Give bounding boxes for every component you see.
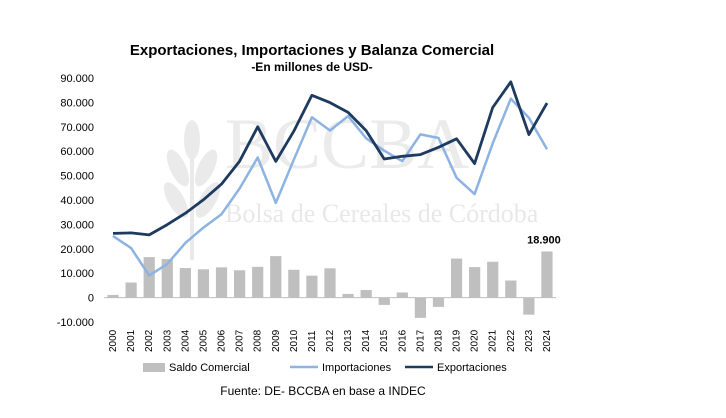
y-tick-label: 60.000 [60, 146, 94, 158]
x-tick-label: 2001 [126, 329, 137, 352]
bar-saldo-2016 [396, 292, 408, 298]
chart-title: Exportaciones, Importaciones y Balanza C… [130, 42, 494, 59]
bar-series-saldo-comercial [107, 251, 553, 318]
y-tick-label: 10.000 [60, 268, 94, 280]
legend-label-saldo-comercial: Saldo Comercial [169, 362, 250, 374]
bar-saldo-2006 [215, 267, 228, 298]
y-tick-label: 40.000 [60, 195, 94, 207]
y-tick-label: 50.000 [60, 171, 94, 183]
x-tick-label: 2007 [235, 329, 246, 352]
bar-saldo-2017 [414, 297, 427, 318]
x-tick-label: 2021 [488, 329, 499, 352]
x-tick-label: 2020 [470, 329, 481, 352]
x-tick-label: 2018 [433, 329, 444, 352]
x-tick-label: 2023 [524, 329, 535, 352]
bar-saldo-2001 [125, 282, 137, 298]
y-axis: 90.000 80.000 70.000 60.000 50.000 40.000 30.0… [57, 73, 94, 329]
bar-saldo-2002 [143, 257, 155, 298]
legend-label-exportaciones: Exportaciones [437, 362, 507, 374]
bar-saldo-2009 [270, 256, 282, 298]
bar-saldo-2023 [523, 297, 535, 315]
line-importaciones [112, 97, 549, 277]
watermark: BCCBA Bolsa de Cereales de Córdoba [163, 104, 539, 260]
x-tick-label: 2011 [307, 330, 318, 352]
line-series [112, 80, 549, 277]
y-tick-label: 90.000 [60, 73, 94, 85]
bar-saldo-2018 [432, 297, 445, 307]
x-tick-label: 2022 [506, 329, 517, 352]
x-tick-label: 2012 [325, 329, 336, 352]
bar-saldo-2014 [360, 290, 372, 298]
y-tick-label: 30.000 [60, 219, 94, 231]
y-tick-label: -10.000 [57, 317, 94, 329]
bar-saldo-2005 [197, 269, 210, 298]
chart-subtitle: -En millones de USD- [251, 60, 372, 74]
bar-saldo-2010 [288, 269, 300, 298]
x-tick-label: 2003 [162, 329, 173, 352]
y-tick-label: 0 [88, 293, 94, 305]
x-tick-label: 2013 [343, 329, 354, 352]
y-tick-label: 80.000 [60, 97, 94, 109]
legend: Saldo Comercial Importaciones Exportacio… [143, 362, 507, 374]
bar-saldo-2011 [306, 275, 318, 298]
x-tick-label: 2010 [289, 329, 300, 352]
bar-saldo-2024 [541, 251, 553, 298]
x-tick-label: 2006 [217, 329, 228, 352]
bar-saldo-2015 [378, 297, 390, 305]
bar-saldo-2012 [324, 268, 336, 298]
bar-saldo-2007 [233, 270, 246, 298]
legend-label-importaciones: Importaciones [322, 362, 392, 374]
x-tick-label: 2000 [108, 329, 119, 352]
x-axis: 2000 2001 2002 2003 2004 2005 2006 2007 2008 2009… [108, 329, 553, 352]
x-tick-label: 2014 [361, 329, 372, 352]
x-tick-label: 2019 [452, 329, 463, 352]
x-tick-label: 2002 [144, 329, 155, 352]
annotations: 18.900 [527, 234, 561, 246]
bar-saldo-2008 [252, 266, 264, 298]
bar-saldo-2020 [469, 267, 481, 298]
bar-saldo-2022 [505, 280, 517, 298]
x-tick-label: 2009 [271, 329, 282, 352]
bar-saldo-2019 [450, 258, 463, 298]
x-tick-label: 2017 [415, 329, 426, 352]
bar-saldo-2004 [179, 268, 191, 298]
x-tick-label: 2015 [379, 329, 390, 352]
bar-saldo-2013 [342, 293, 354, 298]
watermark-text: Bolsa de Cereales de Córdoba [225, 199, 539, 228]
bar-saldo-2000 [107, 294, 119, 298]
data-label-2024: 18.900 [527, 234, 561, 246]
y-tick-label: 70.000 [60, 122, 94, 134]
bar-saldo-2021 [487, 261, 499, 298]
x-tick-label: 2004 [180, 329, 191, 352]
x-tick-label: 2016 [397, 329, 408, 352]
line-exportaciones [112, 80, 549, 237]
source-note: Fuente: DE- BCCBA en base a INDEC [220, 384, 426, 398]
x-tick-label: 2024 [542, 329, 553, 352]
bar-saldo-2003 [161, 259, 173, 298]
x-tick-label: 2008 [253, 329, 264, 352]
legend-swatch-saldo-comercial [143, 363, 165, 372]
x-tick-label: 2005 [198, 329, 209, 352]
y-tick-label: 20.000 [60, 244, 94, 256]
